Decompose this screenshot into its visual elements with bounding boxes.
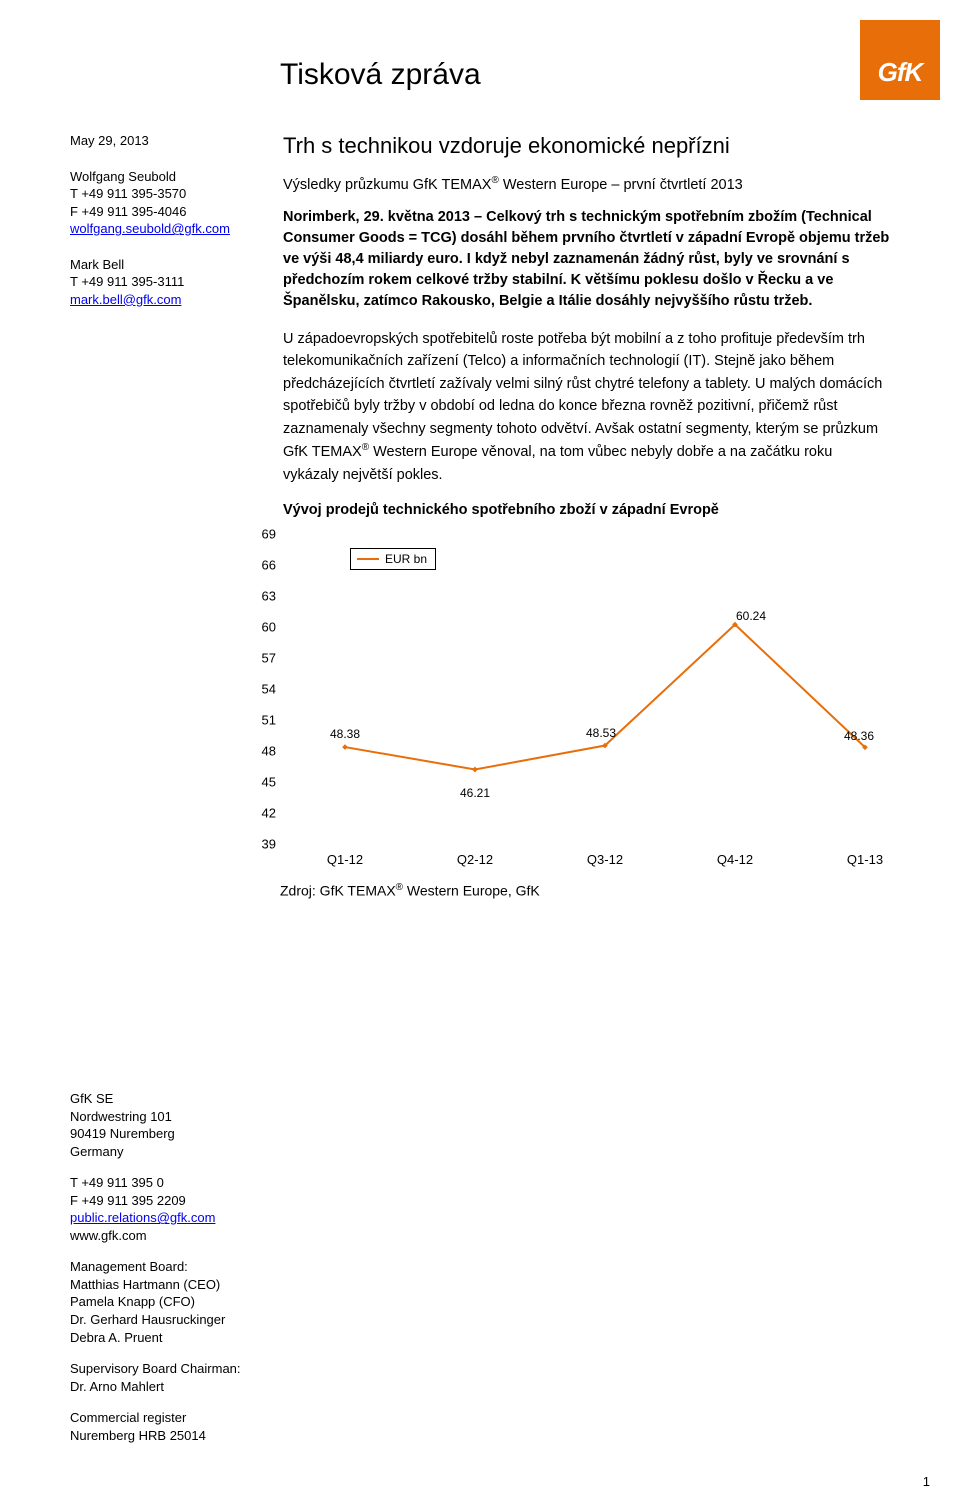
- x-tick: Q1-12: [327, 852, 363, 867]
- line-chart: 6966636057545148454239EUR bn48.3846.2148…: [280, 534, 870, 874]
- body-paragraph: U západoevropských spotřebitelů roste po…: [283, 328, 890, 486]
- x-tick: Q1-13: [847, 852, 883, 867]
- contact-sidebar: May 29, 2013 Wolfgang Seubold T +49 911 …: [70, 132, 245, 528]
- data-label: 46.21: [460, 786, 490, 800]
- board3: Dr. Gerhard Hausruckinger: [70, 1311, 245, 1329]
- contact1-fax: F +49 911 395-4046: [70, 203, 245, 221]
- legend-line-icon: [357, 558, 379, 560]
- y-tick: 45: [252, 775, 276, 790]
- board2: Pamela Knapp (CFO): [70, 1293, 245, 1311]
- source-a: Zdroj: GfK TEMAX: [280, 883, 396, 899]
- subhead-b: Western Europe – první čtvrtletí 2013: [499, 176, 743, 192]
- contact2-name: Mark Bell: [70, 256, 245, 274]
- chart-container: 6966636057545148454239EUR bn48.3846.2148…: [280, 534, 890, 899]
- page-number: 1: [923, 1474, 930, 1489]
- company-email-link[interactable]: public.relations@gfk.com: [70, 1210, 215, 1225]
- y-tick: 66: [252, 558, 276, 573]
- legend-label: EUR bn: [385, 552, 427, 566]
- sup1: Dr. Arno Mahlert: [70, 1378, 245, 1396]
- company-fax: F +49 911 395 2209: [70, 1192, 245, 1210]
- subhead: Výsledky průzkumu GfK TEMAX® Western Eur…: [283, 174, 890, 195]
- contact2-email-link[interactable]: mark.bell@gfk.com: [70, 292, 181, 307]
- subhead-a: Výsledky průzkumu GfK TEMAX: [283, 176, 491, 192]
- x-tick: Q3-12: [587, 852, 623, 867]
- board4: Debra A. Pruent: [70, 1329, 245, 1347]
- sup-head: Supervisory Board Chairman:: [70, 1360, 245, 1378]
- contact1-tel: T +49 911 395-3570: [70, 185, 245, 203]
- y-tick: 57: [252, 651, 276, 666]
- contact1-name: Wolfgang Seubold: [70, 168, 245, 186]
- x-tick: Q4-12: [717, 852, 753, 867]
- reg-head: Commercial register: [70, 1409, 245, 1427]
- contact1-email-link[interactable]: wolfgang.seubold@gfk.com: [70, 221, 230, 236]
- company-addr2: 90419 Nuremberg: [70, 1125, 245, 1143]
- y-tick: 42: [252, 806, 276, 821]
- gfk-logo-text: GfK: [878, 57, 923, 88]
- board1: Matthias Hartmann (CEO): [70, 1276, 245, 1294]
- reg1: Nuremberg HRB 25014: [70, 1427, 245, 1445]
- body-a: U západoevropských spotřebitelů roste po…: [283, 331, 882, 460]
- gfk-logo: GfK: [860, 20, 940, 100]
- chart-marker: [342, 744, 348, 750]
- data-label: 48.53: [586, 726, 616, 740]
- data-label: 48.36: [844, 729, 874, 743]
- headline: Trh s technikou vzdoruje ekonomické nepř…: [283, 132, 890, 160]
- data-label: 60.24: [736, 609, 766, 623]
- y-tick: 69: [252, 527, 276, 542]
- y-tick: 48: [252, 744, 276, 759]
- board-head: Management Board:: [70, 1258, 245, 1276]
- lead-paragraph: Norimberk, 29. května 2013 – Celkový trh…: [283, 207, 890, 312]
- company-tel: T +49 911 395 0: [70, 1174, 245, 1192]
- data-label: 48.38: [330, 727, 360, 741]
- chart-source: Zdroj: GfK TEMAX® Western Europe, GfK: [280, 882, 890, 899]
- chart-section-head: Vývoj prodejů technického spotřebního zb…: [283, 502, 890, 518]
- chart-legend: EUR bn: [350, 548, 436, 570]
- x-tick: Q2-12: [457, 852, 493, 867]
- company-web: www.gfk.com: [70, 1228, 147, 1243]
- company-addr1: Nordwestring 101: [70, 1108, 245, 1126]
- page-title: Tisková zpráva: [280, 58, 890, 92]
- source-b: Western Europe, GfK: [403, 883, 540, 899]
- y-tick: 60: [252, 620, 276, 635]
- y-tick: 63: [252, 589, 276, 604]
- company-name: GfK SE: [70, 1090, 245, 1108]
- release-date: May 29, 2013: [70, 132, 245, 150]
- chart-marker: [472, 767, 478, 773]
- y-tick: 51: [252, 713, 276, 728]
- y-tick: 39: [252, 837, 276, 852]
- contact2-tel: T +49 911 395-3111: [70, 273, 245, 291]
- main-content: Trh s technikou vzdoruje ekonomické nepř…: [283, 132, 890, 528]
- y-tick: 54: [252, 682, 276, 697]
- company-addr3: Germany: [70, 1143, 245, 1161]
